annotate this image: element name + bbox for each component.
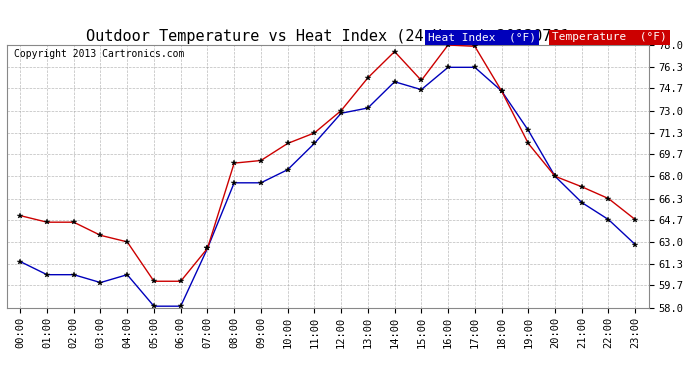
Text: Temperature  (°F): Temperature (°F) xyxy=(552,33,667,42)
Title: Outdoor Temperature vs Heat Index (24 Hours) 20130701: Outdoor Temperature vs Heat Index (24 Ho… xyxy=(86,29,569,44)
Text: Copyright 2013 Cartronics.com: Copyright 2013 Cartronics.com xyxy=(14,49,184,59)
Text: Heat Index  (°F): Heat Index (°F) xyxy=(428,33,536,42)
